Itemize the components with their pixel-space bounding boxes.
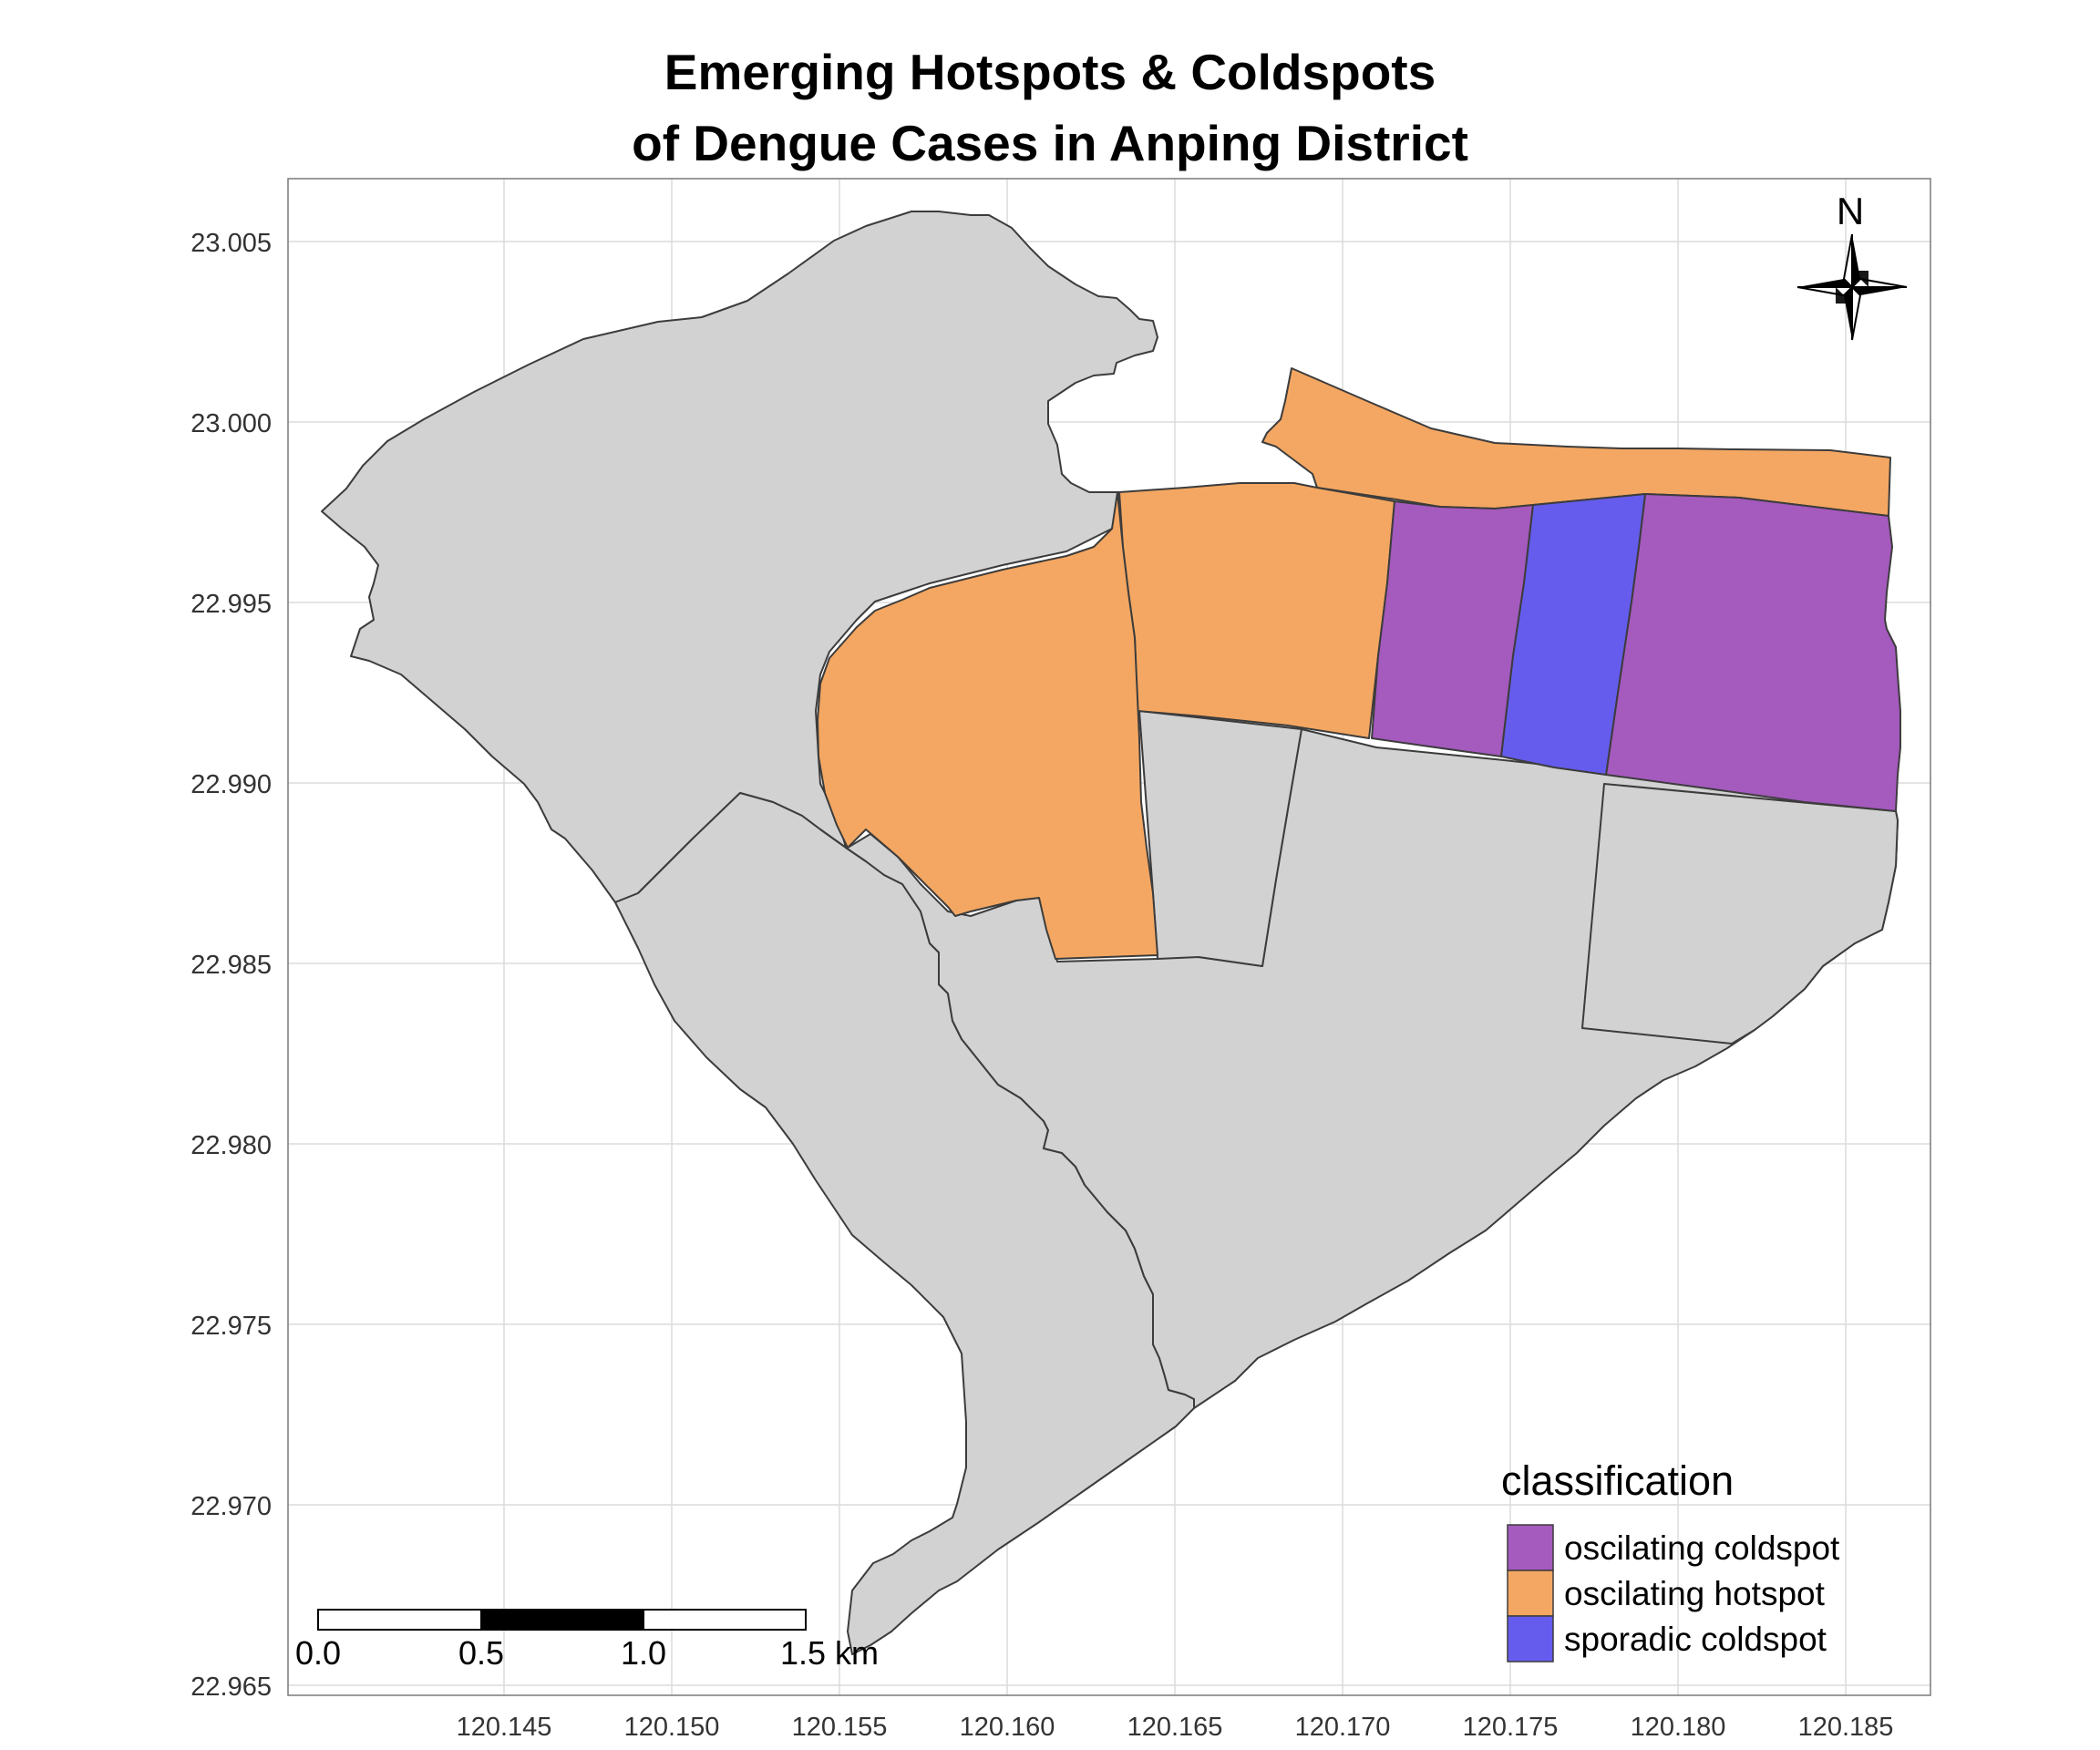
legend: classification oscilating coldspot oscil… (1501, 1457, 1840, 1662)
legend-label: oscilating hotspot (1564, 1575, 1826, 1612)
district-southeast-inner (1581, 783, 1899, 1045)
x-tick-label: 120.145 (457, 1713, 552, 1742)
y-tick-label: 22.970 (190, 1492, 272, 1521)
legend-label: oscilating coldspot (1564, 1529, 1840, 1567)
y-tick-label: 22.995 (190, 590, 272, 619)
x-tick-label: 120.180 (1631, 1713, 1726, 1742)
legend-swatch (1507, 1570, 1554, 1617)
legend-swatch (1507, 1524, 1554, 1571)
map-title-line-1: Emerging Hotspots & Coldspots (664, 44, 1436, 100)
scale-bar: 0.0 0.5 1.0 1.5 km (295, 1609, 879, 1672)
legend-item: oscilating coldspot (1507, 1524, 1840, 1571)
district-coldspot-b (1605, 493, 1901, 812)
north-arrow: N (1796, 190, 1908, 341)
compass-rose-icon (1796, 233, 1908, 341)
legend-label: sporadic coldspot (1564, 1621, 1827, 1658)
x-tick-label: 120.185 (1798, 1713, 1894, 1742)
scale-label: 0.0 (295, 1634, 341, 1672)
district-hotspot-west (817, 491, 1158, 960)
district-hotspot-center (1118, 482, 1395, 739)
legend-item: oscilating hotspot (1507, 1570, 1826, 1617)
x-tick-label: 120.175 (1463, 1713, 1559, 1742)
x-tick-label: 120.170 (1295, 1713, 1391, 1742)
scale-label: 0.5 (458, 1634, 504, 1672)
x-axis: 120.145 120.150 120.155 120.160 120.165 … (457, 1713, 1894, 1742)
north-label: N (1837, 190, 1864, 232)
scale-label: 1.5 km (780, 1634, 879, 1672)
district-sporadic-coldspot (1500, 493, 1646, 776)
district-northwest (321, 211, 1158, 903)
legend-swatch (1507, 1615, 1554, 1662)
y-axis: 23.005 23.000 22.995 22.990 22.985 22.98… (190, 229, 272, 1702)
x-tick-label: 120.160 (960, 1713, 1055, 1742)
y-tick-label: 22.985 (190, 951, 272, 980)
y-tick-label: 23.000 (190, 409, 272, 438)
y-tick-label: 22.965 (190, 1673, 272, 1702)
map-title: Emerging Hotspots & Coldspots of Dengue … (0, 36, 2100, 179)
legend-title: classification (1501, 1457, 1734, 1504)
y-tick-label: 23.005 (190, 229, 272, 258)
legend-item: sporadic coldspot (1507, 1615, 1827, 1662)
x-tick-label: 120.165 (1127, 1713, 1223, 1742)
y-tick-label: 22.975 (190, 1312, 272, 1341)
y-tick-label: 22.980 (190, 1131, 272, 1160)
map-panel-border (287, 178, 1931, 1696)
district-polygons (321, 211, 1901, 1655)
y-tick-label: 22.990 (190, 770, 272, 799)
x-tick-label: 120.155 (792, 1713, 888, 1742)
x-tick-label: 120.150 (624, 1713, 720, 1742)
map-title-line-2: of Dengue Cases in Anping District (632, 115, 1468, 171)
scale-label: 1.0 (621, 1634, 666, 1672)
